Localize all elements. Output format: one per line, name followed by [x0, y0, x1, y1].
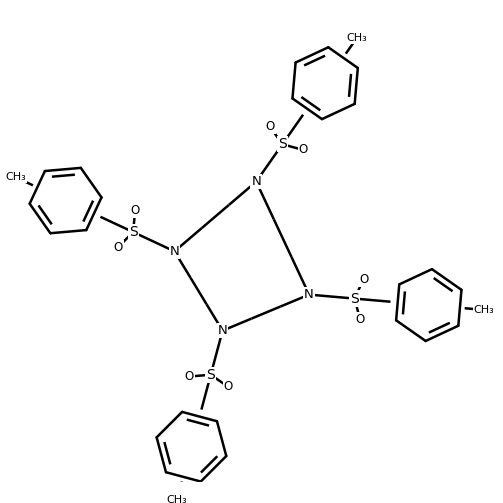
Text: CH₃: CH₃: [347, 33, 367, 43]
Text: N: N: [170, 245, 180, 258]
Text: S: S: [278, 137, 287, 151]
Text: S: S: [206, 368, 215, 382]
Text: O: O: [356, 313, 365, 326]
Text: O: O: [359, 273, 368, 286]
Text: O: O: [130, 204, 140, 217]
Text: O: O: [298, 143, 308, 156]
Text: O: O: [224, 380, 233, 393]
Text: N: N: [252, 175, 261, 188]
Text: CH₃: CH₃: [473, 305, 494, 315]
Text: N: N: [304, 288, 314, 301]
Text: O: O: [185, 370, 194, 383]
Text: CH₃: CH₃: [167, 495, 188, 503]
Text: N: N: [218, 324, 227, 337]
Text: S: S: [350, 292, 359, 306]
Text: O: O: [266, 120, 275, 133]
Text: S: S: [129, 225, 137, 239]
Text: O: O: [113, 241, 123, 254]
Text: CH₃: CH₃: [5, 172, 26, 182]
